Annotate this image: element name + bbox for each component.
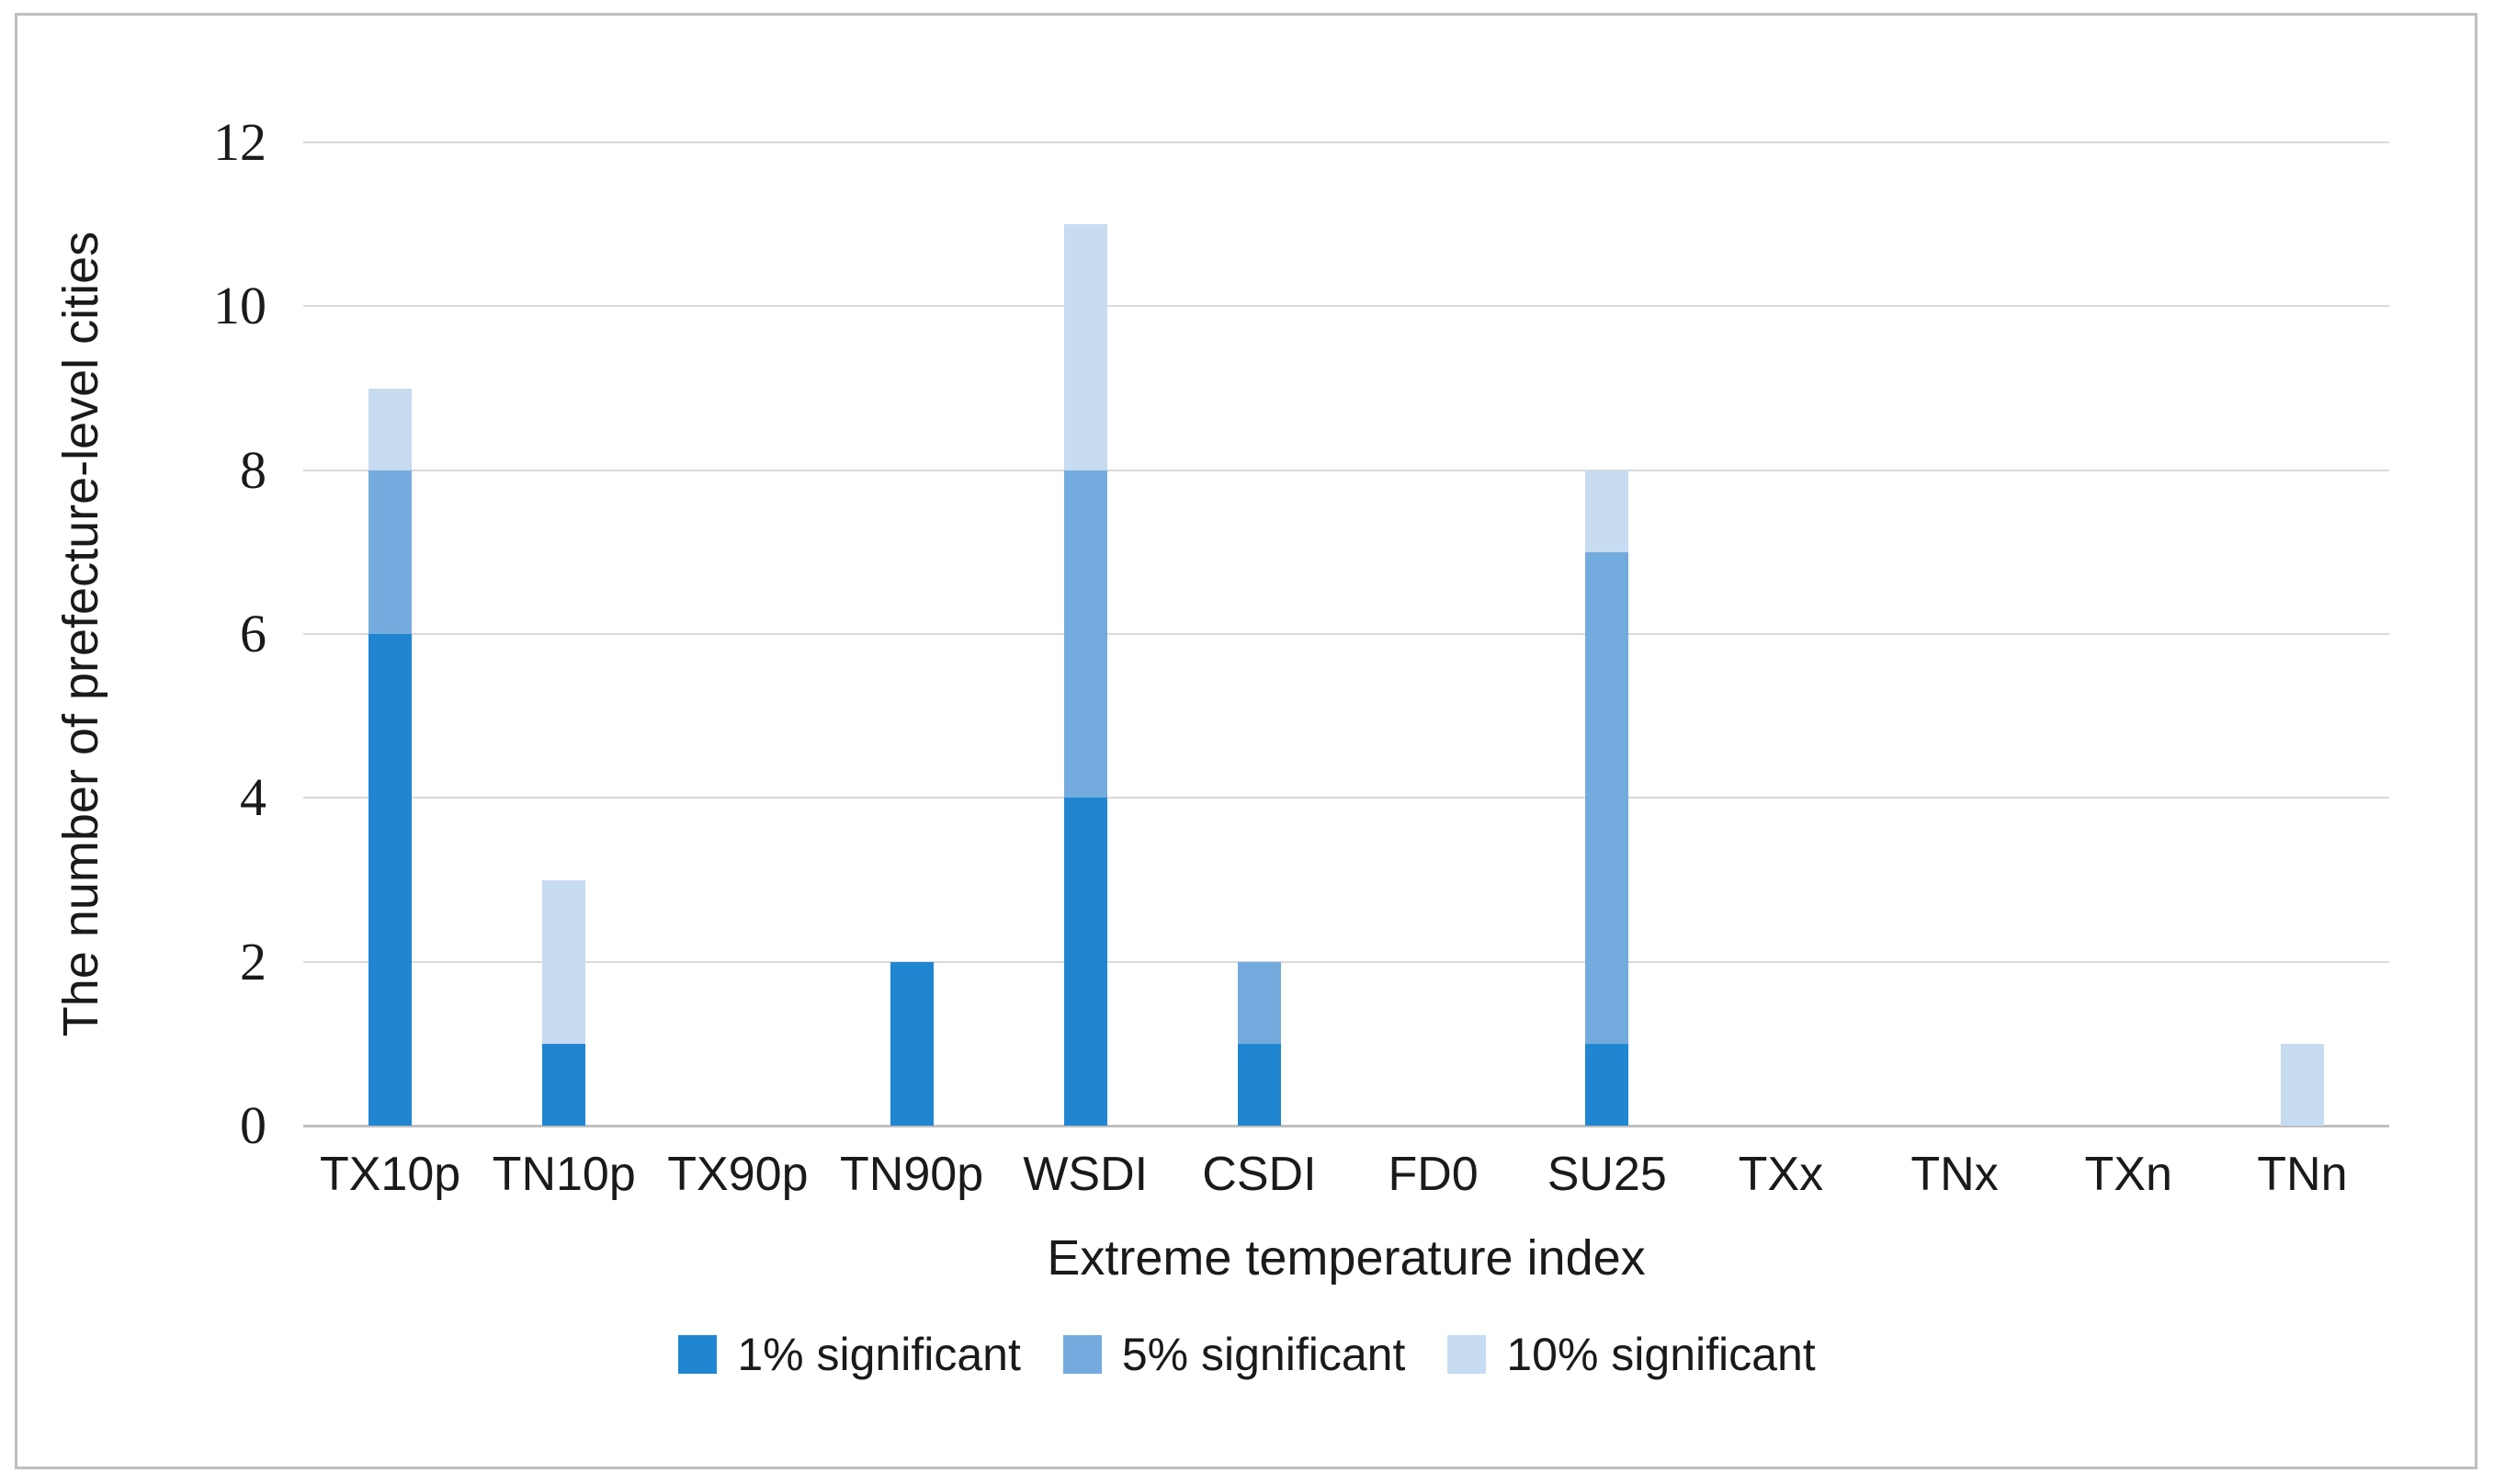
bar-segment-5-significant [368, 470, 413, 634]
category-label-tn10p: TN10p [492, 1148, 636, 1201]
bar-tnn [2280, 1043, 2324, 1126]
bar-segment-10-significant [368, 388, 413, 470]
category-label-tnx: TNx [1910, 1148, 1999, 1201]
bar-segment-1-significant [368, 634, 413, 1126]
legend-item-1pct: 1% significant [678, 1328, 1021, 1381]
y-axis-title: The number of prefecture-level cities [53, 231, 108, 1037]
bar-su25 [1585, 470, 1629, 1126]
category-label-txn: TXn [2084, 1148, 2172, 1201]
y-tick-label: 10 [213, 276, 266, 336]
bar-wsdi [1063, 224, 1107, 1126]
bar-segment-1-significant [542, 1043, 586, 1126]
bar-segment-10-significant [542, 879, 586, 1044]
category-label-tx90p: TX90p [667, 1148, 809, 1201]
bar-csdi [1237, 961, 1281, 1126]
y-tick-label: 8 [240, 439, 266, 500]
y-tick-label: 0 [240, 1095, 266, 1155]
bar-tn10p [542, 879, 586, 1126]
bar-segment-5-significant [1237, 961, 1281, 1044]
gridline [303, 797, 2389, 799]
gridline [303, 960, 2389, 963]
legend-label-10pct: 10% significant [1506, 1329, 1816, 1380]
bar-segment-10-significant [2280, 1043, 2324, 1126]
gridline [303, 633, 2389, 635]
bar-tx10p [368, 388, 413, 1126]
x-axis-title: Extreme temperature index [1047, 1230, 1646, 1286]
category-label-tx10p: TX10p [319, 1148, 461, 1201]
bar-segment-1-significant [1585, 1043, 1629, 1126]
y-tick-label: 6 [240, 604, 266, 663]
category-label-csdi: CSDI [1202, 1148, 1317, 1201]
bar-segment-5-significant [1585, 551, 1629, 1044]
bar-segment-1-significant [890, 961, 934, 1126]
legend-label-1pct: 1% significant [737, 1329, 1021, 1380]
y-tick-label: 2 [240, 931, 266, 991]
category-label-tn90p: TN90p [840, 1148, 984, 1201]
category-label-wsdi: WSDI [1023, 1148, 1149, 1201]
legend-label-5pct: 5% significant [1121, 1329, 1406, 1380]
gridline [303, 142, 2389, 143]
bar-segment-10-significant [1063, 224, 1107, 470]
gridline [303, 469, 2389, 471]
bar-segment-10-significant [1585, 470, 1629, 552]
x-axis-line [303, 1125, 2389, 1127]
y-tick-label: 12 [213, 112, 266, 172]
bar-segment-5-significant [1063, 470, 1107, 799]
legend-swatch-1pct-icon [678, 1335, 718, 1374]
legend-item-5pct: 5% significant [1062, 1328, 1406, 1381]
bar-segment-1-significant [1063, 798, 1107, 1126]
legend-swatch-10pct-icon [1447, 1335, 1487, 1374]
legend-swatch-5pct-icon [1062, 1335, 1102, 1374]
bar-tn90p [890, 961, 934, 1126]
y-tick-label: 4 [240, 767, 266, 828]
category-label-tnn: TNn [2257, 1148, 2348, 1201]
legend: 1% significant 5% significant 10% signif… [0, 1328, 2494, 1381]
plot-area [303, 142, 2389, 1127]
gridline [303, 305, 2389, 308]
category-label-su25: SU25 [1547, 1148, 1667, 1201]
bar-segment-1-significant [1237, 1043, 1281, 1126]
category-label-fd0: FD0 [1388, 1148, 1479, 1201]
legend-item-10pct: 10% significant [1447, 1328, 1816, 1381]
category-label-txx: TXx [1738, 1148, 1824, 1201]
